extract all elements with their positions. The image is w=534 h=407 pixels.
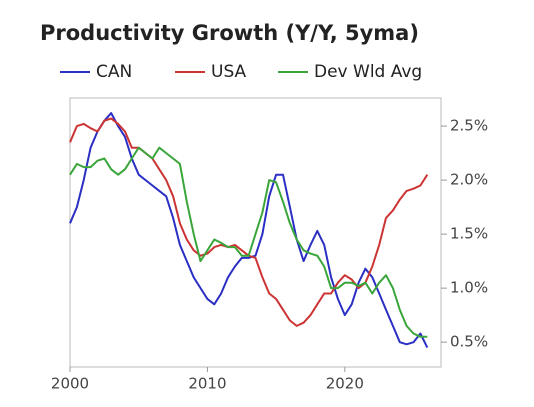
legend-label: Dev Wld Avg	[314, 62, 422, 82]
plot-frame	[69, 97, 442, 368]
x-tick-label: 2010	[188, 375, 226, 393]
chart-title: Productivity Growth (Y/Y, 5yma)	[40, 21, 419, 45]
y-tick-label: 2.5%	[450, 117, 488, 135]
y-tick-label: 2.0%	[450, 171, 488, 189]
x-tick-label: 2000	[51, 375, 89, 393]
legend-label: USA	[211, 62, 247, 82]
line-series	[69, 117, 429, 327]
line-series	[69, 146, 428, 338]
x-tick-label: 2020	[326, 375, 364, 393]
y-tick-label: 1.5%	[450, 225, 488, 243]
legend-label: CAN	[96, 62, 132, 82]
line-series	[69, 112, 429, 349]
y-tick-label: 0.5%	[450, 333, 488, 351]
y-tick-label: 1.0%	[450, 279, 488, 297]
